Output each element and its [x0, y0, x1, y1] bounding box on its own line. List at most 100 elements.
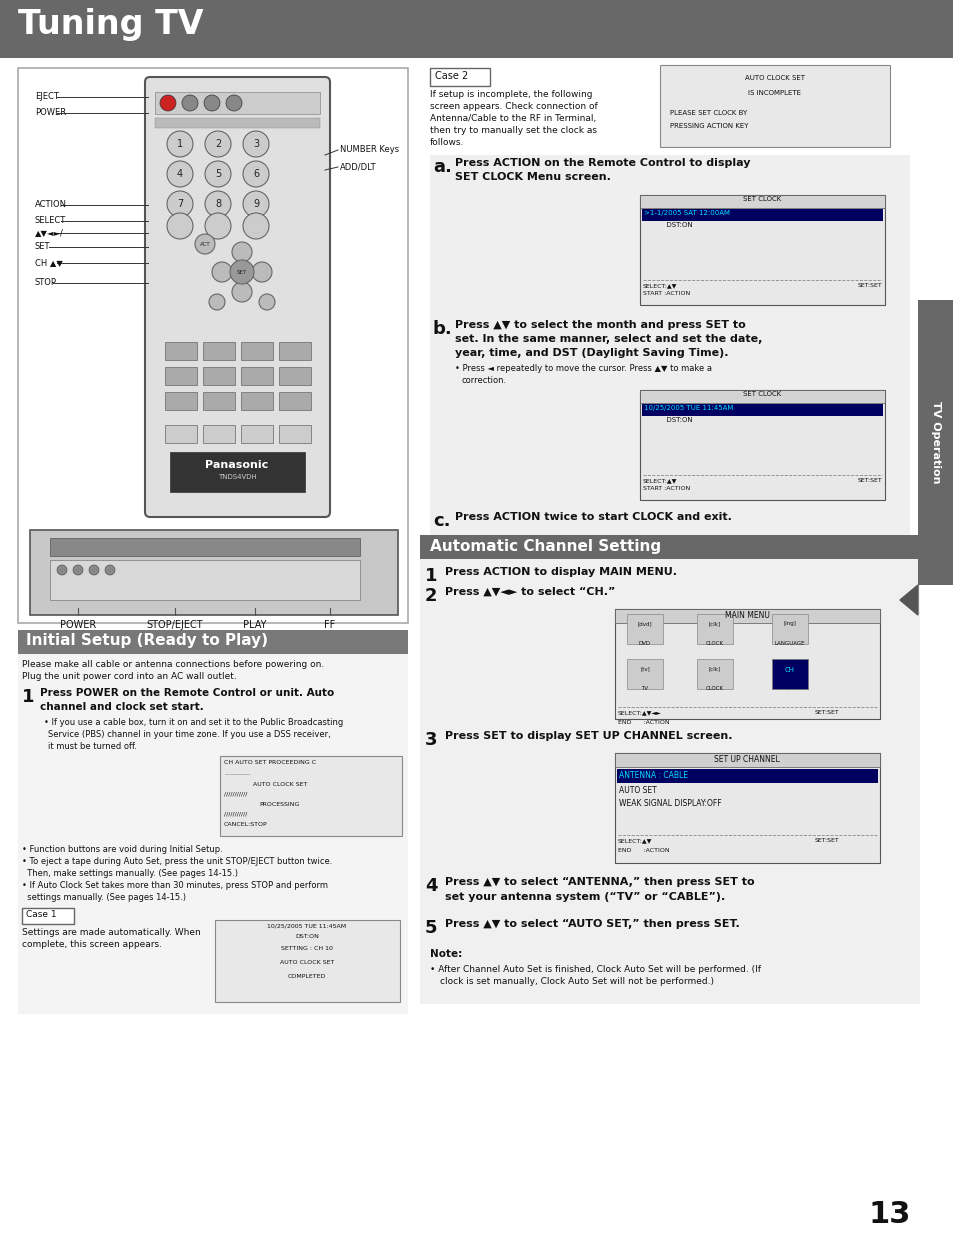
Circle shape	[194, 233, 214, 254]
Bar	[771, 659, 807, 689]
Text: Press ACTION to display MAIN MENU.: Press ACTION to display MAIN MENU.	[444, 567, 677, 577]
Bar	[241, 342, 273, 359]
Bar	[241, 391, 273, 410]
Text: CH: CH	[785, 685, 793, 692]
Bar	[626, 659, 662, 689]
Text: • If Auto Clock Set takes more than 30 minutes, press STOP and perform: • If Auto Clock Set takes more than 30 m…	[22, 881, 328, 890]
Text: Please make all cable or antenna connections before powering on.: Please make all cable or antenna connect…	[22, 659, 324, 669]
Text: TV: TV	[640, 685, 648, 692]
Text: If setup is incomplete, the following: If setup is incomplete, the following	[430, 90, 592, 99]
Text: 1: 1	[176, 140, 183, 149]
Bar	[30, 530, 397, 615]
Text: [clk]: [clk]	[708, 666, 720, 671]
Circle shape	[226, 95, 242, 111]
Bar	[639, 195, 884, 305]
Bar	[165, 342, 196, 359]
Text: START :ACTION: START :ACTION	[642, 487, 690, 492]
Bar	[165, 425, 196, 443]
Text: END      :ACTION: END :ACTION	[618, 848, 669, 853]
Text: ///////////: ///////////	[224, 792, 247, 797]
Bar	[18, 655, 408, 1014]
Text: 1: 1	[22, 688, 34, 706]
Text: SELECT: SELECT	[35, 216, 66, 225]
Text: Initial Setup (Ready to Play): Initial Setup (Ready to Play)	[26, 634, 268, 648]
Text: SET: SET	[35, 242, 51, 251]
Text: clock is set manually, Clock Auto Set will not be performed.): clock is set manually, Clock Auto Set wi…	[439, 977, 713, 986]
Text: SET:SET: SET:SET	[814, 839, 839, 844]
Text: >1-1/2005 SAT 12:00AM: >1-1/2005 SAT 12:00AM	[643, 210, 729, 216]
Text: complete, this screen appears.: complete, this screen appears.	[22, 940, 162, 948]
Text: CH AUTO SET PROCEEDING C: CH AUTO SET PROCEEDING C	[224, 760, 315, 764]
Bar	[241, 425, 273, 443]
Text: CLOCK: CLOCK	[705, 685, 723, 692]
Text: Tuning TV: Tuning TV	[18, 7, 203, 41]
Circle shape	[243, 131, 269, 157]
Circle shape	[167, 212, 193, 240]
Bar	[917, 300, 953, 585]
Bar	[278, 342, 311, 359]
Text: 9: 9	[253, 199, 259, 209]
Bar	[626, 614, 662, 643]
Bar	[659, 65, 889, 147]
Text: Automatic Channel Setting: Automatic Channel Setting	[430, 538, 660, 555]
Bar	[641, 404, 882, 416]
Text: 10/25/2005 TUE 11:45AM: 10/25/2005 TUE 11:45AM	[643, 405, 733, 411]
Bar	[241, 367, 273, 385]
Circle shape	[230, 261, 253, 284]
Text: 2: 2	[214, 140, 221, 149]
Circle shape	[204, 95, 220, 111]
Text: • Press ◄ repeatedly to move the cursor. Press ▲▼ to make a: • Press ◄ repeatedly to move the cursor.…	[455, 364, 711, 373]
Circle shape	[89, 564, 99, 576]
Polygon shape	[899, 585, 917, 615]
Text: channel and clock set start.: channel and clock set start.	[40, 701, 204, 713]
Text: IS INCOMPLETE: IS INCOMPLETE	[748, 90, 801, 96]
Bar	[165, 391, 196, 410]
Bar	[617, 769, 877, 783]
Text: SET CLOCK: SET CLOCK	[742, 196, 781, 203]
Text: [lng]: [lng]	[782, 621, 796, 626]
Bar	[50, 538, 359, 556]
Text: screen appears. Check connection of: screen appears. Check connection of	[430, 103, 598, 111]
Text: SET:SET: SET:SET	[857, 478, 882, 483]
Circle shape	[57, 564, 67, 576]
Text: SELECT:▲▼◄►: SELECT:▲▼◄►	[618, 710, 661, 715]
Bar	[419, 535, 919, 559]
Text: 4: 4	[176, 169, 183, 179]
Text: Press ▲▼◄► to select “CH.”: Press ▲▼◄► to select “CH.”	[444, 587, 615, 597]
Bar	[170, 452, 305, 492]
Text: ADD/DLT: ADD/DLT	[339, 162, 376, 170]
Text: START :ACTION: START :ACTION	[642, 291, 690, 296]
Text: [tv]: [tv]	[639, 666, 649, 671]
Text: CH: CH	[784, 667, 794, 673]
Text: SET:SET: SET:SET	[814, 710, 839, 715]
Text: year, time, and DST (Daylight Saving Time).: year, time, and DST (Daylight Saving Tim…	[455, 348, 728, 358]
Text: DST:ON: DST:ON	[294, 934, 318, 939]
Text: Service (PBS) channel in your time zone. If you use a DSS receiver,: Service (PBS) channel in your time zone.…	[48, 730, 331, 739]
Text: Press POWER on the Remote Control or unit. Auto: Press POWER on the Remote Control or uni…	[40, 688, 334, 698]
Text: Press ▲▼ to select “ANTENNA,” then press SET to: Press ▲▼ to select “ANTENNA,” then press…	[444, 877, 754, 887]
Text: 4: 4	[424, 877, 437, 895]
Circle shape	[205, 191, 231, 217]
Text: POWER: POWER	[60, 620, 96, 630]
Text: a.: a.	[433, 158, 452, 177]
Text: Press SET to display SET UP CHANNEL screen.: Press SET to display SET UP CHANNEL scre…	[444, 731, 732, 741]
Circle shape	[258, 294, 274, 310]
Text: [clk]: [clk]	[708, 621, 720, 626]
Text: Press ACTION on the Remote Control to display: Press ACTION on the Remote Control to di…	[455, 158, 750, 168]
Text: SET UP CHANNEL: SET UP CHANNEL	[714, 755, 779, 764]
Text: 7: 7	[176, 199, 183, 209]
Bar	[615, 609, 879, 622]
Circle shape	[243, 212, 269, 240]
Bar	[154, 91, 319, 114]
Text: 5: 5	[424, 919, 437, 937]
Text: ▲▼◄►/: ▲▼◄►/	[35, 228, 64, 237]
Bar	[214, 920, 399, 1002]
Text: • Function buttons are void during Initial Setup.: • Function buttons are void during Initi…	[22, 845, 222, 853]
Text: STOP: STOP	[35, 278, 57, 287]
Text: DVD: DVD	[639, 641, 650, 646]
Text: Plug the unit power cord into an AC wall outlet.: Plug the unit power cord into an AC wall…	[22, 672, 236, 680]
Bar	[615, 753, 879, 863]
Circle shape	[105, 564, 115, 576]
Text: AUTO CLOCK SET: AUTO CLOCK SET	[279, 960, 334, 965]
Circle shape	[160, 95, 175, 111]
